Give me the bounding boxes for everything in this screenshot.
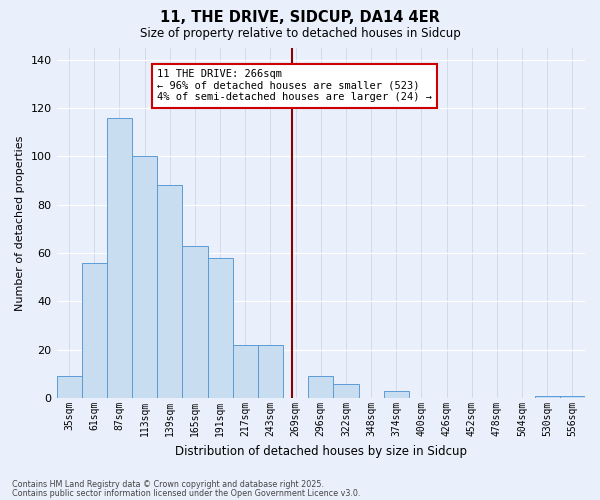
Bar [132,156,157,398]
Bar [535,396,560,398]
Bar [182,246,208,398]
Text: 11, THE DRIVE, SIDCUP, DA14 4ER: 11, THE DRIVE, SIDCUP, DA14 4ER [160,10,440,25]
Bar [82,262,107,398]
Bar [233,345,258,398]
X-axis label: Distribution of detached houses by size in Sidcup: Distribution of detached houses by size … [175,444,467,458]
Text: Size of property relative to detached houses in Sidcup: Size of property relative to detached ho… [140,28,460,40]
Text: 11 THE DRIVE: 266sqm
← 96% of detached houses are smaller (523)
4% of semi-detac: 11 THE DRIVE: 266sqm ← 96% of detached h… [157,70,432,102]
Bar [157,186,182,398]
Bar [56,376,82,398]
Text: Contains public sector information licensed under the Open Government Licence v3: Contains public sector information licen… [12,489,361,498]
Bar [208,258,233,398]
Bar [383,391,409,398]
Bar [308,376,334,398]
Bar [107,118,132,398]
Y-axis label: Number of detached properties: Number of detached properties [15,135,25,310]
Bar [334,384,359,398]
Text: Contains HM Land Registry data © Crown copyright and database right 2025.: Contains HM Land Registry data © Crown c… [12,480,324,489]
Bar [258,345,283,398]
Bar [560,396,585,398]
